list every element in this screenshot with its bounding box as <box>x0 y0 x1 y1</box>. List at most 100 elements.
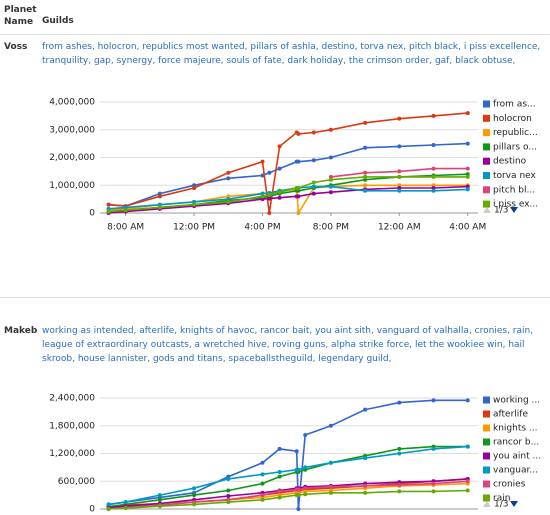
legend-swatch <box>483 424 490 432</box>
data-point <box>260 159 265 164</box>
data-point <box>397 482 402 487</box>
data-point <box>328 490 333 495</box>
data-point <box>106 507 111 511</box>
data-point <box>277 166 282 171</box>
data-point <box>363 174 368 179</box>
data-point <box>431 143 436 148</box>
series-line <box>108 185 468 214</box>
data-point <box>277 495 282 500</box>
data-point <box>226 170 231 175</box>
legend-swatch <box>483 396 490 404</box>
data-point <box>260 191 265 196</box>
x-tick-label: 8:00 PM <box>313 223 349 233</box>
x-tick-label: 12:00 PM <box>173 223 215 233</box>
data-point <box>260 460 265 465</box>
legend-swatch <box>483 114 490 122</box>
data-point <box>303 492 308 497</box>
data-point <box>192 183 197 188</box>
data-point <box>397 451 402 456</box>
legend-swatch <box>483 200 490 208</box>
data-point <box>192 199 197 204</box>
y-tick-label: 3,000,000 <box>49 125 95 135</box>
data-point <box>294 449 299 454</box>
data-point <box>328 174 333 179</box>
data-point <box>267 196 272 201</box>
data-point <box>303 465 308 470</box>
data-point <box>260 497 265 502</box>
legend-label: i piss ex... <box>493 200 538 210</box>
chart: 0 600,000 1,200,000 1,800,000 2,400,000 worki… <box>49 394 541 515</box>
legend-label: vanguar... <box>493 466 538 476</box>
data-point <box>311 130 316 135</box>
legend-pager: 1/3 <box>494 500 508 510</box>
data-point <box>363 188 368 193</box>
legend-swatch <box>483 410 490 418</box>
legend-prev <box>483 207 491 213</box>
data-point <box>303 486 308 491</box>
data-point <box>226 488 231 493</box>
data-point <box>192 186 197 191</box>
data-point <box>157 493 162 498</box>
data-point <box>226 194 231 199</box>
legend-next[interactable] <box>510 501 518 507</box>
y-tick-label: 1,200,000 <box>49 449 95 459</box>
data-point <box>465 166 470 171</box>
data-point <box>397 489 402 494</box>
chart: 0 1,000,000 2,000,000 3,000,000 4,000,000 8:0… <box>49 98 538 233</box>
data-point <box>397 169 402 174</box>
data-point <box>260 472 265 477</box>
legend-label: cronies <box>493 480 526 490</box>
data-point <box>363 407 368 412</box>
data-point <box>465 479 470 484</box>
series-line <box>108 142 468 207</box>
data-point <box>260 481 265 486</box>
data-point <box>328 127 333 132</box>
data-point <box>157 205 162 210</box>
data-point <box>431 113 436 118</box>
data-point <box>328 184 333 189</box>
data-point <box>465 111 470 116</box>
legend-swatch <box>483 186 490 194</box>
legend-swatch <box>483 129 490 137</box>
x-tick-label: 12:00 AM <box>378 223 421 233</box>
data-point <box>157 191 162 196</box>
legend-swatch <box>483 100 490 108</box>
data-point <box>123 208 128 213</box>
legend-swatch <box>483 480 490 488</box>
data-point <box>311 184 316 189</box>
legend-label: knights ... <box>493 424 538 434</box>
data-point <box>296 467 301 472</box>
data-point <box>267 170 272 175</box>
data-point <box>397 144 402 149</box>
header-guilds: Guilds <box>42 16 74 26</box>
data-point <box>431 183 436 188</box>
data-point <box>296 194 301 199</box>
data-point <box>277 470 282 474</box>
data-point <box>328 155 333 160</box>
data-point <box>328 460 333 465</box>
data-point <box>267 211 272 215</box>
data-point <box>431 398 436 403</box>
legend-next[interactable] <box>510 207 518 213</box>
legend-label: pitch bl... <box>493 185 535 195</box>
series-line <box>108 112 468 214</box>
legend-pager: 1/3 <box>494 206 508 216</box>
data-point <box>123 506 128 511</box>
data-point <box>397 480 402 485</box>
data-point <box>296 493 301 498</box>
data-point <box>311 180 316 185</box>
data-point <box>260 194 265 199</box>
data-point <box>311 158 316 163</box>
legend-prev <box>483 501 491 507</box>
data-point <box>123 500 128 505</box>
data-point <box>267 192 272 197</box>
data-point <box>431 186 436 191</box>
header-planet: Planet Name <box>4 5 37 27</box>
data-point <box>465 444 470 449</box>
planet-name: Voss <box>4 42 28 52</box>
data-point <box>296 211 301 215</box>
planet-name: Makeb <box>4 326 38 336</box>
data-point <box>277 190 282 195</box>
data-point <box>192 502 197 507</box>
